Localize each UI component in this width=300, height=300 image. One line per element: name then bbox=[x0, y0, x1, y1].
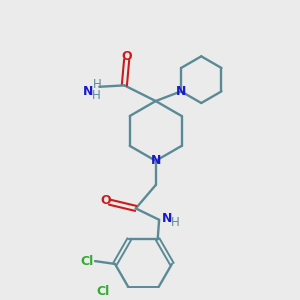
Text: N: N bbox=[162, 212, 172, 225]
Text: Cl: Cl bbox=[80, 255, 94, 268]
Text: N: N bbox=[83, 85, 94, 98]
Text: H: H bbox=[92, 89, 101, 102]
Text: O: O bbox=[101, 194, 112, 207]
Text: N: N bbox=[176, 85, 186, 98]
Text: H: H bbox=[170, 216, 179, 229]
Text: Cl: Cl bbox=[96, 285, 109, 298]
Text: H: H bbox=[93, 78, 101, 91]
Text: O: O bbox=[121, 50, 132, 63]
Text: N: N bbox=[151, 154, 161, 167]
